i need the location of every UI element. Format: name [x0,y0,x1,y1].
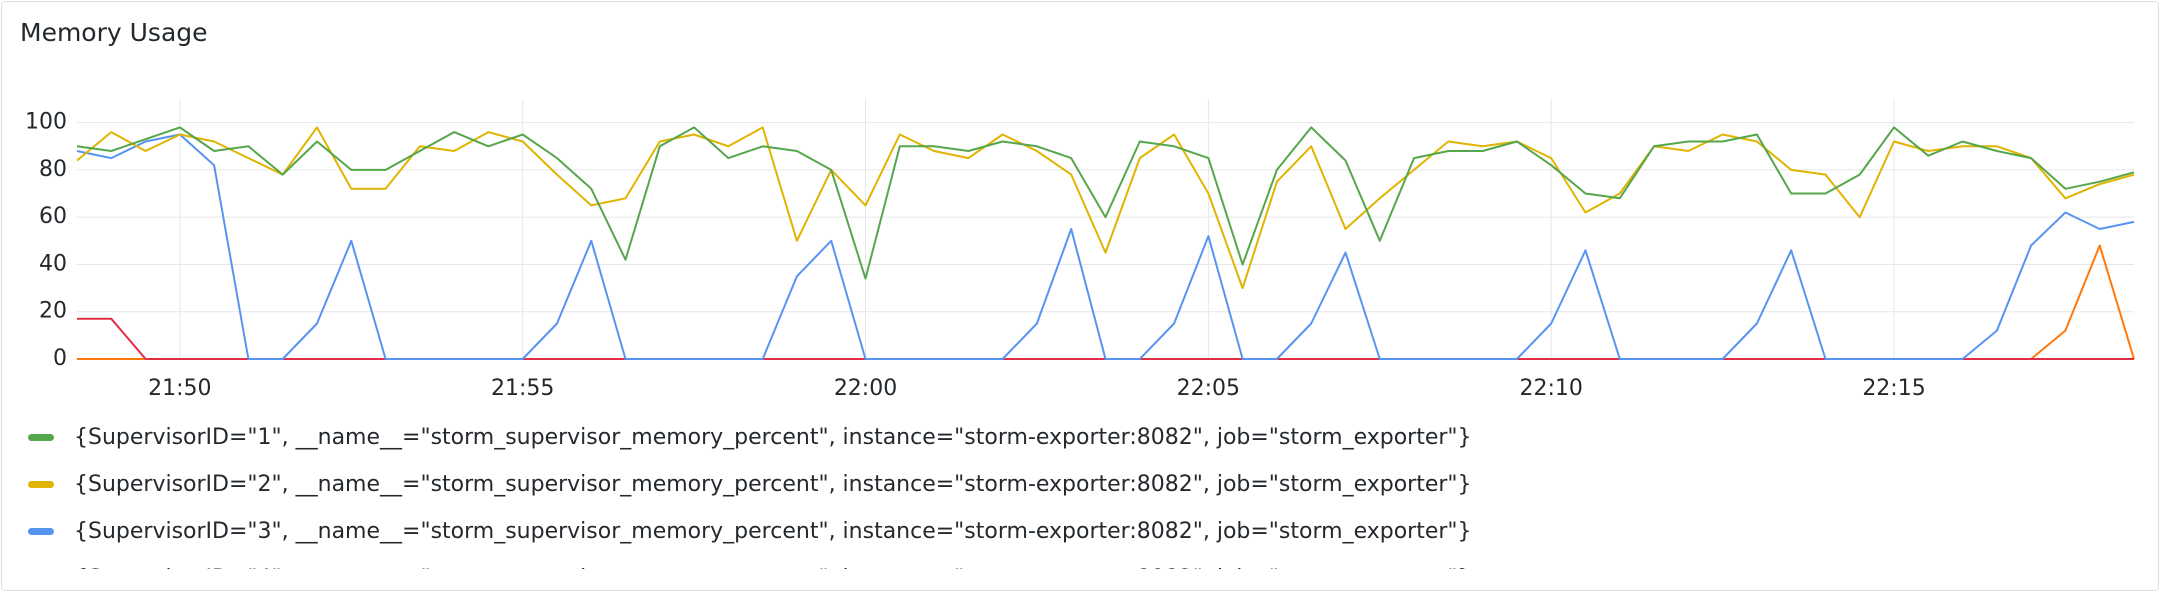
legend-item[interactable]: {SupervisorID="2", __name__="storm_super… [28,464,1472,504]
x-tick-label: 21:50 [148,376,211,401]
legend-label: {SupervisorID="2", __name__="storm_super… [74,471,1472,497]
series-line [76,133,2135,360]
legend-swatch [28,527,54,535]
legend-swatch [28,433,54,441]
x-tick-label: 21:55 [491,376,554,401]
legend: {SupervisorID="1", __name__="storm_super… [2,414,2158,569]
x-tick-label: 22:00 [834,376,897,401]
series-line [77,317,2134,360]
y-tick-label: 60 [39,204,67,229]
series-line [76,126,2135,280]
legend-item[interactable]: {SupervisorID="4", __name__="storm_super… [28,558,1472,570]
series-line [76,126,2135,290]
legend-item[interactable]: {SupervisorID="1", __name__="storm_super… [28,417,1472,457]
panel-title: Memory Usage [20,18,208,47]
y-tick-label: 80 [39,157,67,182]
chart: 0 20 40 60 80 100 21:50 21:55 22:00 22:05 22:10 22:… [25,99,2135,401]
legend-item[interactable]: {SupervisorID="3", __name__="storm_super… [28,511,1472,551]
x-tick-label: 22:05 [1177,376,1240,401]
x-tick-label: 22:10 [1519,376,1582,401]
y-tick-label: 100 [25,110,67,135]
legend-label: {SupervisorID="4", __name__="storm_super… [74,566,1472,570]
y-tick-label: 40 [39,251,67,276]
legend-label: {SupervisorID="1", __name__="storm_super… [74,424,1472,450]
legend-swatch [28,480,54,488]
series-line [77,244,2135,360]
y-tick-label: 20 [39,299,67,324]
x-tick-label: 22:15 [1862,376,1925,401]
legend-label: {SupervisorID="3", __name__="storm_super… [74,518,1472,544]
y-tick-label: 0 [53,346,67,371]
